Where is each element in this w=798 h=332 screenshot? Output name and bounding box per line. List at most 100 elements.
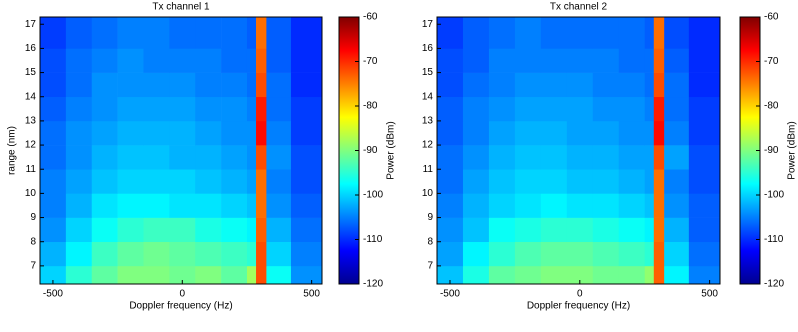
heatmap-cell xyxy=(653,145,665,170)
y-tick-label: 12 xyxy=(422,140,434,151)
heatmap-cell xyxy=(664,17,690,49)
heatmap-cell xyxy=(488,169,516,194)
y-tick-label: 7 xyxy=(427,261,433,272)
heatmap-cell xyxy=(169,241,196,267)
heatmap-cell xyxy=(266,145,292,170)
heatmap-cell xyxy=(592,72,620,98)
heatmap-cell xyxy=(462,265,490,285)
heatmap-cell xyxy=(290,48,323,73)
heatmap-cell xyxy=(618,145,646,170)
heatmap-cell xyxy=(566,120,594,146)
colorbar-tick-label: -100 xyxy=(363,190,383,201)
heatmap-cell xyxy=(65,17,93,49)
heatmap-cell xyxy=(169,265,196,285)
heatmap-cell xyxy=(618,48,646,73)
heatmap-cell xyxy=(592,169,620,194)
heatmap-cell xyxy=(688,169,721,194)
heatmap-cell xyxy=(195,96,222,122)
heatmap-cell xyxy=(653,169,665,194)
heatmap-cell xyxy=(65,72,93,98)
heatmap-cell xyxy=(169,217,196,243)
heatmap-cell xyxy=(117,193,144,218)
heatmap-cell xyxy=(91,265,118,285)
heatmap-cell xyxy=(117,169,144,194)
heatmap-cell xyxy=(514,120,542,146)
heatmap-cell xyxy=(653,265,665,285)
heatmap-cell xyxy=(195,193,222,218)
heatmap-cell xyxy=(246,265,257,285)
heatmap-cell xyxy=(592,120,620,146)
heatmap-cell xyxy=(514,48,542,73)
heatmap-cell xyxy=(653,17,665,49)
heatmap-cell xyxy=(65,241,93,267)
heatmap-cell xyxy=(256,169,267,194)
heatmap-cell xyxy=(462,96,490,122)
heatmap-cell xyxy=(437,72,464,98)
heatmap-cell xyxy=(266,120,292,146)
heatmap-cell xyxy=(540,120,568,146)
heatmap-cell xyxy=(592,17,620,49)
heatmap-cell xyxy=(256,193,267,218)
heatmap-cell xyxy=(592,48,620,73)
heatmap-cell xyxy=(653,48,665,73)
heatmap-cell xyxy=(195,145,222,170)
y-tick-label: 17 xyxy=(25,19,37,30)
heatmap-cell xyxy=(488,241,516,267)
heatmap-cell xyxy=(618,193,646,218)
heatmap-cell xyxy=(688,145,721,170)
heatmap-cell xyxy=(290,217,323,243)
heatmap-cell xyxy=(462,169,490,194)
heatmap-cell xyxy=(540,217,568,243)
heatmap-cell xyxy=(664,169,690,194)
heatmap-cell xyxy=(117,217,144,243)
heatmap-cell xyxy=(169,169,196,194)
x-tick-label: 0 xyxy=(577,289,583,300)
heatmap-cell xyxy=(514,193,542,218)
heatmap-cell xyxy=(266,48,292,73)
heatmap-cell xyxy=(653,217,665,243)
heatmap-cell xyxy=(143,17,170,49)
heatmap-cell xyxy=(65,193,93,218)
colorbar-tick-label: -90 xyxy=(764,145,779,156)
heatmap-cell xyxy=(169,96,196,122)
heatmap-cell xyxy=(40,217,67,243)
heatmap-cell xyxy=(266,72,292,98)
colorbar-tick-label: -100 xyxy=(764,190,784,201)
colorbar-tick-label: -90 xyxy=(363,145,378,156)
heatmap-cell xyxy=(488,48,516,73)
heatmap-cell xyxy=(618,72,646,98)
heatmap-cell xyxy=(514,145,542,170)
heatmap-cell xyxy=(117,96,144,122)
y-tick-label: 15 xyxy=(25,67,37,78)
heatmap-cell xyxy=(246,17,257,49)
heatmap-cell xyxy=(540,169,568,194)
heatmap-cell xyxy=(65,120,93,146)
heatmap-cell xyxy=(195,265,222,285)
heatmap-cell xyxy=(91,169,118,194)
heatmap-cell xyxy=(688,120,721,146)
y-tick-label: 8 xyxy=(427,236,433,247)
heatmap-cell xyxy=(169,145,196,170)
heatmap-cell xyxy=(40,265,67,285)
heatmap-cell xyxy=(221,169,248,194)
heatmap-cell xyxy=(644,17,655,49)
heatmap-cell xyxy=(117,145,144,170)
heatmap-cell xyxy=(644,96,655,122)
heatmap-cell xyxy=(653,193,665,218)
heatmap-cell xyxy=(664,145,690,170)
heatmap-cell xyxy=(256,265,267,285)
heatmap-cell xyxy=(143,265,170,285)
heatmap-cell xyxy=(91,241,118,267)
heatmap-cell xyxy=(488,217,516,243)
heatmap-cell xyxy=(246,120,257,146)
heatmap-cell xyxy=(266,17,292,49)
heatmap-cell xyxy=(540,17,568,49)
y-tick-label: 8 xyxy=(30,236,36,247)
heatmap-cell xyxy=(117,265,144,285)
colorbar-tick-label: -120 xyxy=(764,279,784,290)
heatmap-cell xyxy=(644,48,655,73)
heatmap-cell xyxy=(91,17,118,49)
heatmap-cell xyxy=(664,217,690,243)
heatmap-cell xyxy=(266,265,292,285)
heatmap-cell xyxy=(40,145,67,170)
